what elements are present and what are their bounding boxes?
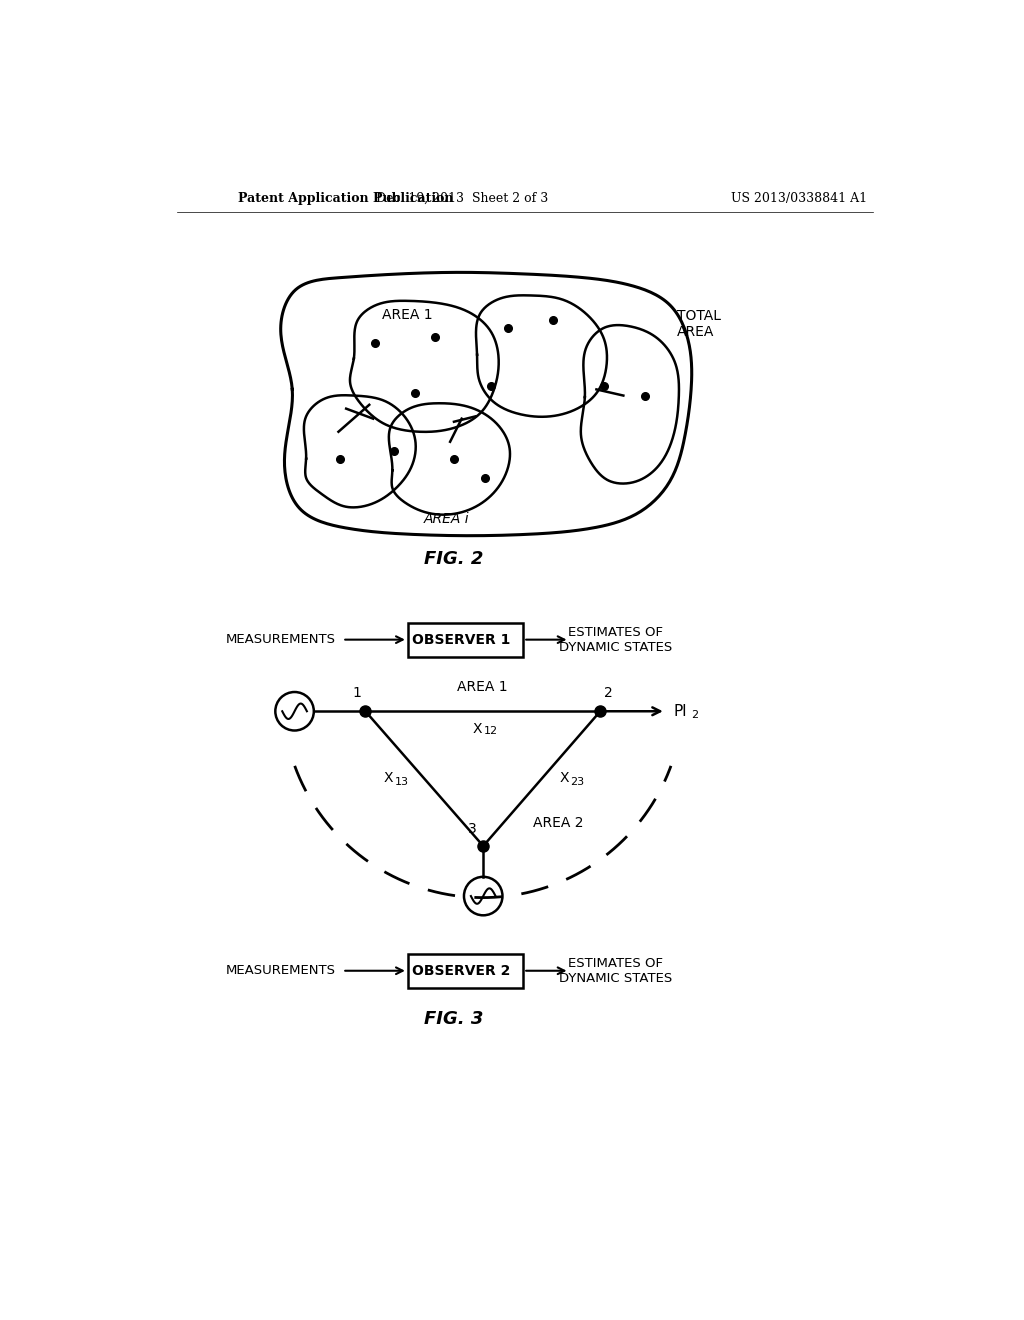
- Text: X: X: [559, 771, 568, 785]
- Text: 3: 3: [468, 822, 477, 836]
- FancyBboxPatch shape: [408, 623, 523, 656]
- Text: OBSERVER 2: OBSERVER 2: [413, 964, 511, 978]
- Text: AREA i: AREA i: [424, 512, 469, 525]
- Text: Dec. 19, 2013  Sheet 2 of 3: Dec. 19, 2013 Sheet 2 of 3: [376, 191, 548, 205]
- Text: 23: 23: [570, 777, 585, 787]
- Text: 1: 1: [352, 686, 361, 701]
- Text: AREA 1: AREA 1: [382, 308, 433, 322]
- Text: X: X: [384, 771, 393, 785]
- Text: X: X: [473, 722, 482, 737]
- Text: 2: 2: [691, 710, 698, 721]
- Text: FIG. 2: FIG. 2: [424, 550, 483, 568]
- Text: MEASUREMENTS: MEASUREMENTS: [225, 964, 336, 977]
- Text: AREA 1: AREA 1: [457, 680, 508, 694]
- Text: US 2013/0338841 A1: US 2013/0338841 A1: [731, 191, 867, 205]
- FancyBboxPatch shape: [408, 954, 523, 987]
- Text: 2: 2: [604, 686, 612, 701]
- Text: FIG. 3: FIG. 3: [424, 1010, 483, 1028]
- Text: Patent Application Publication: Patent Application Publication: [239, 191, 454, 205]
- Text: AREA 2: AREA 2: [534, 816, 584, 830]
- Text: OBSERVER 1: OBSERVER 1: [413, 632, 511, 647]
- Text: TOTAL
AREA: TOTAL AREA: [677, 309, 721, 339]
- Text: 12: 12: [484, 726, 498, 735]
- Text: Pl: Pl: [674, 704, 687, 719]
- Text: ESTIMATES OF
DYNAMIC STATES: ESTIMATES OF DYNAMIC STATES: [559, 626, 673, 653]
- Text: ESTIMATES OF
DYNAMIC STATES: ESTIMATES OF DYNAMIC STATES: [559, 957, 673, 985]
- Text: MEASUREMENTS: MEASUREMENTS: [225, 634, 336, 647]
- Text: 13: 13: [394, 777, 409, 787]
